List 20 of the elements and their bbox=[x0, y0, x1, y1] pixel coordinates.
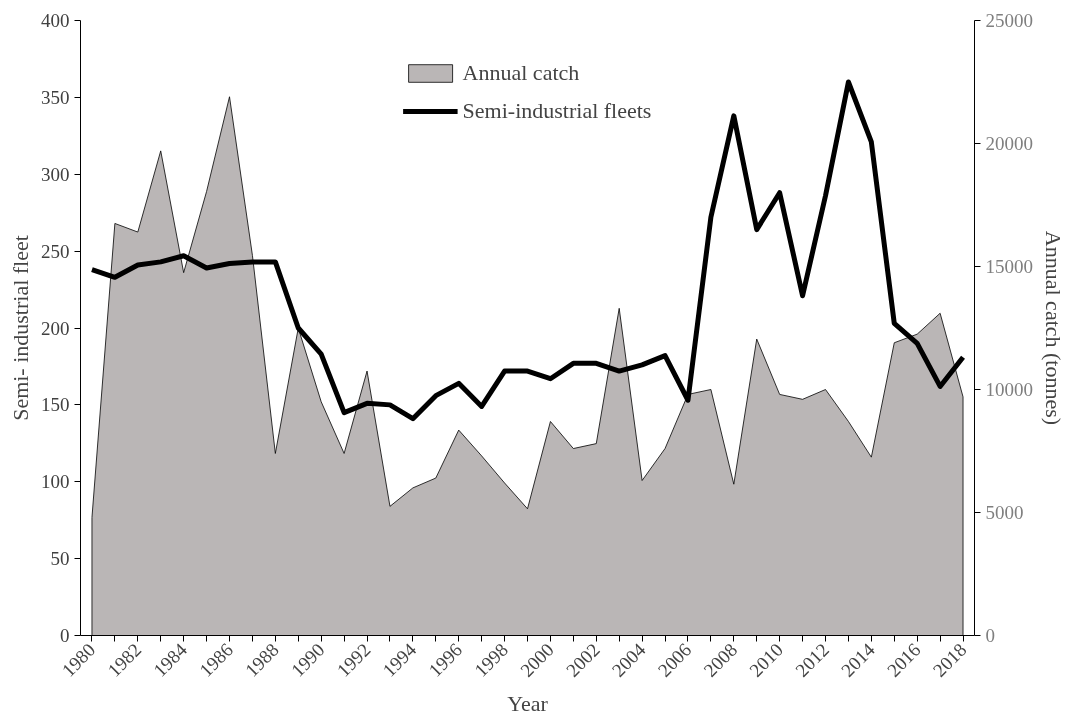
y-tick-label: 0 bbox=[60, 625, 70, 646]
y2-axis-title: Annual catch (tonnes) bbox=[1041, 230, 1066, 426]
x-axis-title: Year bbox=[507, 690, 549, 716]
y2-tick-label: 15000 bbox=[985, 256, 1033, 277]
y2-tick-label: 0 bbox=[985, 625, 995, 646]
legend-label: Annual catch bbox=[462, 60, 580, 86]
y-tick-label: 50 bbox=[50, 548, 70, 570]
y2-tick-label: 10000 bbox=[985, 379, 1033, 400]
y2-tick-label: 5000 bbox=[985, 502, 1024, 523]
y2-tick-label: 25000 bbox=[985, 10, 1033, 31]
legend-label: Semi-industrial fleets bbox=[462, 98, 652, 124]
y-tick-label: 100 bbox=[41, 471, 70, 493]
y-tick-label: 300 bbox=[41, 163, 70, 185]
y-tick-label: 200 bbox=[41, 317, 70, 339]
y-tick-label: 350 bbox=[41, 86, 70, 108]
y-tick-label: 150 bbox=[41, 394, 70, 416]
y2-tick-label: 20000 bbox=[985, 133, 1033, 154]
y-axis-title: Semi- industrial fleet bbox=[8, 235, 33, 421]
y-tick-label: 250 bbox=[41, 240, 70, 262]
y-tick-label: 400 bbox=[41, 10, 70, 31]
